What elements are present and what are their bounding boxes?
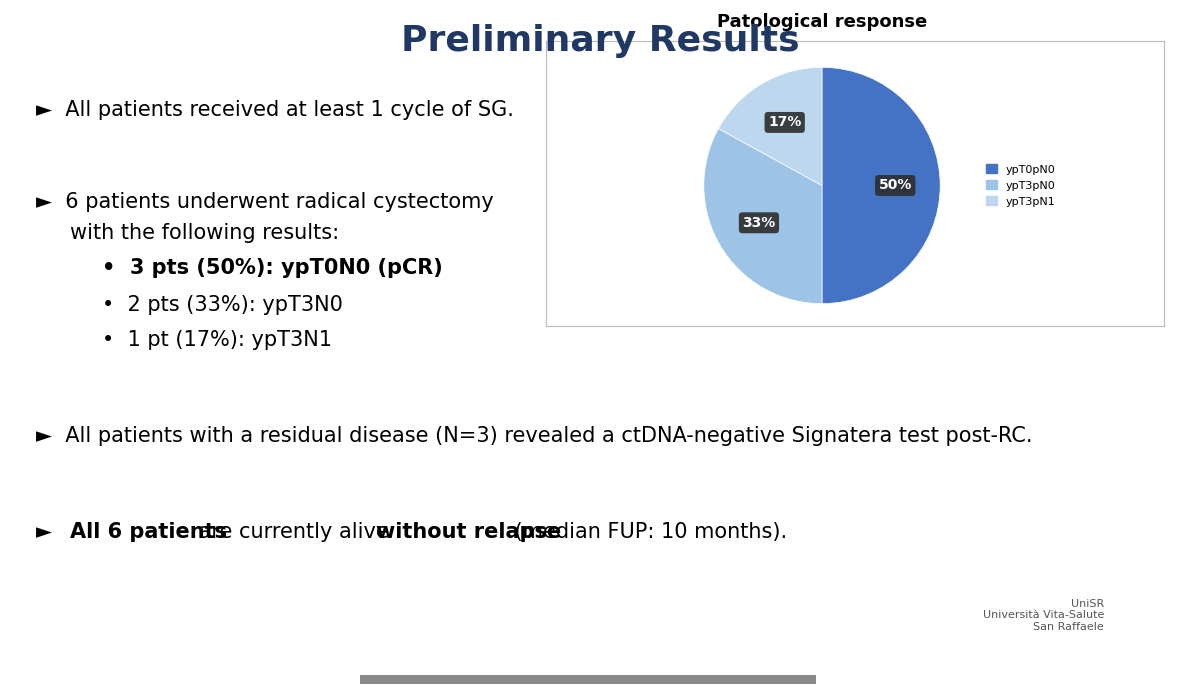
Wedge shape [719, 67, 822, 185]
Legend: ypT0pN0, ypT3pN0, ypT3pN1: ypT0pN0, ypT3pN0, ypT3pN1 [982, 160, 1060, 211]
Text: •  2 pts (33%): ypT3N0: • 2 pts (33%): ypT3N0 [102, 295, 343, 315]
Text: UniSR
Università Vita-Salute
San Raffaele: UniSR Università Vita-Salute San Raffael… [983, 599, 1104, 632]
Text: ►  All patients with a residual disease (N=3) revealed a ctDNA-negative Signater: ► All patients with a residual disease (… [36, 426, 1032, 446]
Text: (median FUP: 10 months).: (median FUP: 10 months). [508, 522, 787, 542]
Text: 33%: 33% [743, 216, 775, 229]
Text: All 6 patients: All 6 patients [70, 522, 227, 542]
Wedge shape [704, 128, 822, 304]
Title: Patological response: Patological response [716, 12, 928, 31]
Text: •  1 pt (17%): ypT3N1: • 1 pt (17%): ypT3N1 [102, 330, 332, 350]
Text: •  3 pts (50%): ypT0N0 (pCR): • 3 pts (50%): ypT0N0 (pCR) [102, 258, 443, 278]
Text: ►  6 patients underwent radical cystectomy: ► 6 patients underwent radical cystectom… [36, 192, 493, 212]
Text: 17%: 17% [768, 115, 802, 129]
Text: Preliminary Results: Preliminary Results [401, 24, 799, 58]
Wedge shape [822, 67, 940, 304]
Text: with the following results:: with the following results: [70, 223, 338, 243]
Text: are currently alive: are currently alive [192, 522, 396, 542]
Text: ►: ► [36, 522, 65, 542]
Text: ►  All patients received at least 1 cycle of SG.: ► All patients received at least 1 cycle… [36, 100, 514, 120]
Text: 50%: 50% [878, 179, 912, 192]
Text: without relapse: without relapse [377, 522, 562, 542]
